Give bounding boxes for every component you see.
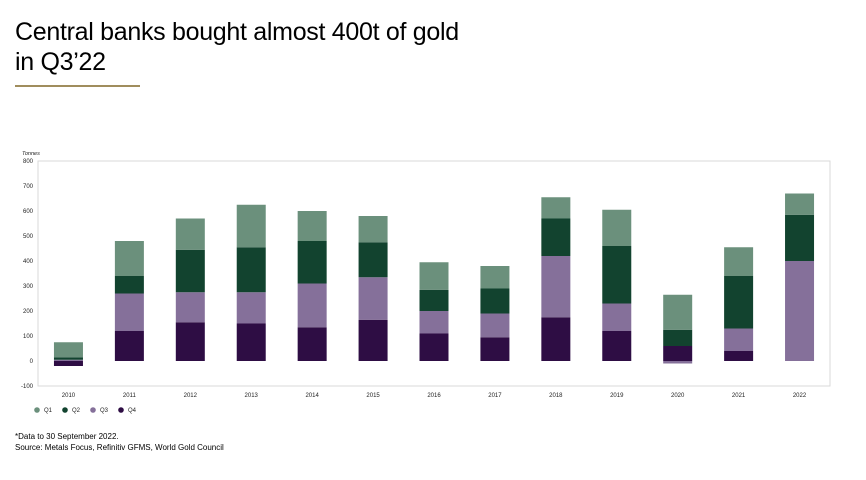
y-tick-label: 200 <box>23 309 34 315</box>
bar-q4-2017 <box>480 337 510 361</box>
x-tick-label: 2010 <box>62 393 76 399</box>
bar-q1-2014 <box>297 211 327 241</box>
bar-q3-2011 <box>114 293 144 331</box>
bar-q2-2016 <box>419 289 449 311</box>
bar-q1-2016 <box>419 262 449 290</box>
bar-q4-2013 <box>236 323 266 361</box>
bar-q1-2015 <box>358 216 388 243</box>
bar-q4-2018 <box>541 317 571 361</box>
y-tick-label: 500 <box>23 234 34 240</box>
bar-q3-2017 <box>480 313 510 338</box>
bar-q2-2020 <box>663 329 693 346</box>
bar-q3-2015 <box>358 277 388 320</box>
x-tick-label: 2017 <box>488 393 502 399</box>
bar-q1-2017 <box>480 266 510 289</box>
bar-q4-2011 <box>114 331 144 361</box>
bar-q2-2013 <box>236 247 266 293</box>
x-tick-label: 2013 <box>245 393 259 399</box>
chart-title-line-1: Central banks bought almost 400t of gold <box>15 18 459 46</box>
legend-label-q2: Q2 <box>72 408 81 414</box>
bar-q4-2012 <box>175 322 205 361</box>
bar-q3-2019 <box>602 303 632 331</box>
y-tick-label: 600 <box>23 209 34 215</box>
x-tick-label: 2016 <box>427 393 441 399</box>
bar-q2-2012 <box>175 249 205 293</box>
bar-q3-2022 <box>785 261 815 361</box>
y-tick-label: 0 <box>30 359 34 365</box>
bar-q4-2010 <box>53 361 83 366</box>
y-tick-label: 700 <box>23 184 34 190</box>
chart-area: Tonnes -100 0 100 200 300 400 500 600 700 800 2010 2… <box>0 140 866 430</box>
legend-marker-q3 <box>90 407 96 413</box>
bar-q3-2013 <box>236 292 266 324</box>
bar-q1-2013 <box>236 204 266 248</box>
bar-q4-2020 <box>663 346 693 361</box>
bar-q1-2012 <box>175 218 205 250</box>
bar-q1-2021 <box>724 247 754 276</box>
y-tick-label: -100 <box>21 384 34 390</box>
bar-q3-2018 <box>541 256 571 318</box>
source-note: Source: Metals Focus, Refinitiv GFMS, Wo… <box>15 443 224 452</box>
bar-q3-2014 <box>297 283 327 328</box>
bar-q2-2018 <box>541 218 571 256</box>
bar-q1-2019 <box>602 209 632 246</box>
bar-q4-2021 <box>724 351 754 361</box>
bar-q2-2019 <box>602 246 632 304</box>
bar-q4-2019 <box>602 331 632 361</box>
legend-marker-q2 <box>62 407 68 413</box>
chart-title: Central banks bought almost 400t of gold… <box>15 17 715 77</box>
x-tick-label: 2015 <box>366 393 380 399</box>
plot-frame <box>37 160 831 387</box>
title-underline <box>15 85 140 87</box>
footnotes: *Data to 30 September 2022. Source: Meta… <box>15 431 224 453</box>
x-tick-label: 2011 <box>123 393 137 399</box>
bar-q2-2021 <box>724 276 754 329</box>
bar-q4-2016 <box>419 333 449 361</box>
bar-q3-2010 <box>53 359 83 361</box>
bar-q4-2015 <box>358 319 388 361</box>
legend-label-q4: Q4 <box>128 408 137 414</box>
x-tick-label: 2012 <box>184 393 198 399</box>
bar-q1-2010 <box>53 342 83 358</box>
bar-q1-2018 <box>541 197 571 219</box>
bar-q4-2014 <box>297 327 327 361</box>
legend-marker-q1 <box>34 407 40 413</box>
x-tick-label: 2018 <box>549 393 563 399</box>
chart-title-line-2: in Q3’22 <box>15 48 106 76</box>
bar-q3-2021 <box>724 328 754 351</box>
legend-label-q1: Q1 <box>44 408 53 414</box>
bar-q2-2014 <box>297 241 327 284</box>
bar-q3-2012 <box>175 292 205 323</box>
bar-q2-2010 <box>53 357 83 360</box>
bar-q2-2011 <box>114 276 144 294</box>
x-tick-label: 2020 <box>671 393 685 399</box>
bar-q3-2016 <box>419 311 449 334</box>
stacked-bar-chart: Tonnes -100 0 100 200 300 400 500 600 700 800 2010 2… <box>21 151 831 414</box>
bar-q2-2017 <box>480 288 510 314</box>
data-note: *Data to 30 September 2022. <box>15 432 119 441</box>
bar-q1-2020 <box>663 294 693 330</box>
bar-q2-2022 <box>785 214 815 261</box>
x-tick-label: 2019 <box>610 393 624 399</box>
x-tick-label: 2021 <box>732 393 746 399</box>
x-tick-label: 2014 <box>305 393 319 399</box>
y-tick-label: 800 <box>23 159 34 165</box>
bar-q2-2015 <box>358 242 388 278</box>
y-tick-label: 100 <box>23 334 34 340</box>
bar-q1-2022 <box>785 193 815 215</box>
y-axis-label: Tonnes <box>22 151 40 157</box>
bar-negative-2020 <box>663 361 693 364</box>
y-tick-label: 300 <box>23 284 34 290</box>
legend-marker-q4 <box>118 407 124 413</box>
bar-q1-2011 <box>114 241 144 276</box>
y-tick-label: 400 <box>23 259 34 265</box>
legend-label-q3: Q3 <box>100 408 109 414</box>
x-tick-label: 2022 <box>793 393 807 399</box>
